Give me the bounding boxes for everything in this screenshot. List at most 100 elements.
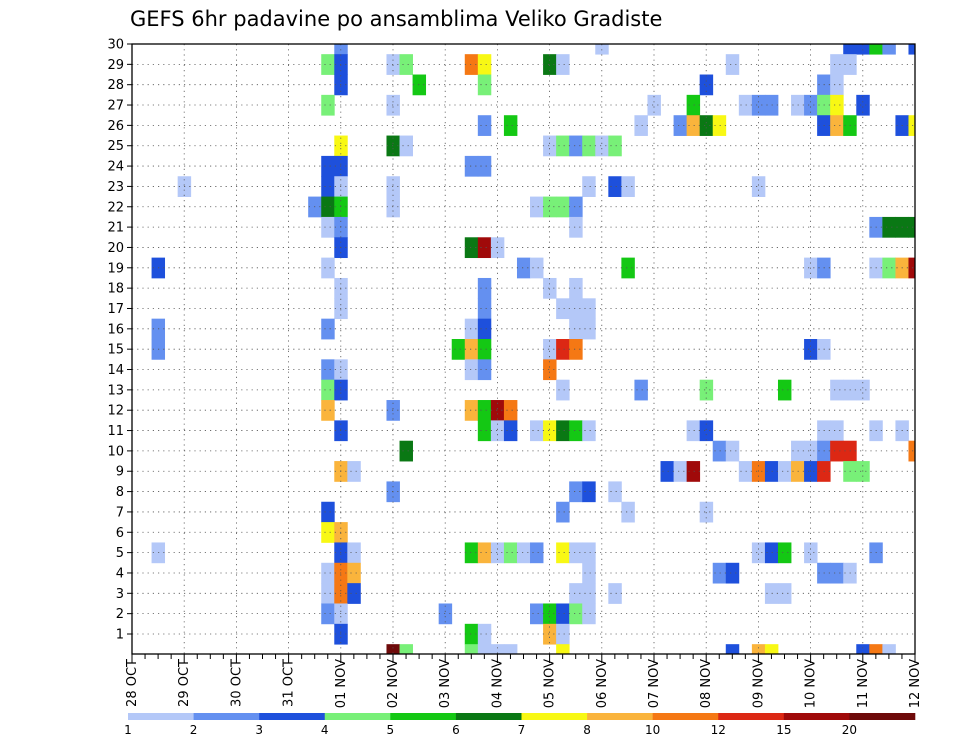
heat-cell: [477, 74, 492, 96]
heat-cell: [386, 176, 400, 197]
y-tick-label: 23: [107, 180, 124, 195]
heat-cell: [569, 583, 583, 604]
y-tick-label: 10: [107, 444, 124, 459]
heat-cell: [608, 583, 622, 604]
heat-cell: [804, 440, 818, 462]
heat-cell: [686, 94, 701, 116]
heat-cell: [856, 644, 870, 655]
x-tick-label: 08 NOV: [699, 659, 714, 708]
heat-cell: [686, 420, 701, 442]
x-tick-label: 29 OCT: [177, 659, 192, 707]
x-tick-label: 04 NOV: [490, 659, 505, 708]
heat-cell: [843, 44, 857, 55]
legend-label: 20: [842, 723, 857, 737]
heat-cell: [321, 257, 335, 279]
heat-cell: [503, 542, 518, 564]
heat-cell: [634, 115, 648, 136]
heat-cell: [503, 115, 518, 136]
y-tick-label: 2: [116, 607, 124, 622]
legend-swatch: [193, 713, 260, 720]
y-tick-label: 21: [107, 221, 124, 236]
heat-cell: [477, 115, 492, 136]
heat-cell: [725, 562, 740, 584]
heat-cell: [569, 420, 583, 442]
x-tick-label: 11 NOV: [856, 659, 871, 708]
x-tick-label: 12 NOV: [908, 659, 923, 708]
legend-swatch: [849, 713, 916, 720]
heat-cell: [712, 440, 727, 462]
x-tick-label: 30 OCT: [229, 659, 244, 707]
heat-cell: [399, 135, 413, 157]
heat-cell: [712, 115, 727, 136]
heat-cell: [490, 542, 505, 564]
heat-cell: [477, 644, 492, 655]
x-tick-label: 07 NOV: [647, 659, 662, 708]
heat-cell: [543, 359, 557, 381]
heat-cell: [321, 501, 335, 523]
heat-cell: [477, 237, 492, 259]
heat-cell: [777, 461, 792, 482]
heat-cell: [347, 461, 361, 482]
heat-cell: [804, 339, 818, 360]
heat-cell: [543, 339, 557, 360]
heat-cell: [543, 196, 557, 218]
heat-cell: [477, 400, 492, 421]
legend-label: 4: [321, 723, 329, 737]
heat-cell: [412, 74, 427, 96]
heat-cell: [321, 196, 335, 218]
heat-cell: [582, 176, 596, 197]
heat-cell: [738, 94, 753, 116]
heat-cell: [321, 400, 335, 421]
heat-cell: [582, 562, 596, 584]
heat-cell: [569, 603, 583, 625]
heat-cell: [582, 603, 596, 625]
x-tick-label: 10 NOV: [804, 659, 819, 708]
heat-cell: [569, 298, 583, 320]
legend-label: 5: [387, 723, 395, 737]
heat-cell: [804, 542, 818, 564]
heat-cell: [582, 298, 596, 320]
heat-cell: [477, 298, 492, 320]
heat-cell: [543, 603, 557, 625]
y-tick-label: 12: [107, 404, 124, 419]
heat-cell: [503, 400, 518, 421]
legend-label: 3: [255, 723, 263, 737]
heat-cell: [634, 379, 648, 401]
heat-cell: [869, 44, 883, 55]
heat-cell: [477, 420, 492, 442]
heat-cell: [386, 400, 400, 421]
heat-cell: [516, 542, 531, 564]
heat-cell: [543, 135, 557, 157]
heat-cell: [321, 318, 335, 340]
heat-cell: [556, 298, 570, 320]
heat-cell: [399, 54, 413, 75]
legend-swatch: [587, 713, 653, 720]
heat-cell: [477, 155, 492, 177]
heat-cell: [556, 196, 570, 218]
heat-cell: [882, 44, 896, 55]
heat-cell: [464, 623, 479, 645]
heat-cell: [569, 277, 583, 299]
y-tick-label: 13: [107, 383, 124, 398]
heat-cell: [556, 339, 570, 360]
heat-cell: [347, 562, 361, 584]
heat-cell: [477, 359, 492, 381]
heat-cell: [699, 420, 714, 442]
heat-cell: [621, 257, 635, 279]
heat-cell: [543, 277, 557, 299]
heat-cell: [647, 94, 661, 116]
y-tick-label: 25: [107, 139, 124, 154]
heat-cell: [569, 196, 583, 218]
heat-cell: [582, 420, 596, 442]
legend-label: 7: [518, 723, 526, 737]
heat-cell: [621, 176, 635, 197]
heat-cell: [543, 420, 557, 442]
heat-cell: [321, 522, 335, 543]
y-tick-label: 30: [107, 38, 124, 53]
y-tick-label: 29: [107, 58, 124, 73]
x-tick-label: 01 NOV: [334, 659, 349, 708]
heat-cell: [477, 339, 492, 360]
heat-cell: [477, 542, 492, 564]
heat-cell: [595, 135, 609, 157]
heat-cell: [608, 481, 622, 503]
